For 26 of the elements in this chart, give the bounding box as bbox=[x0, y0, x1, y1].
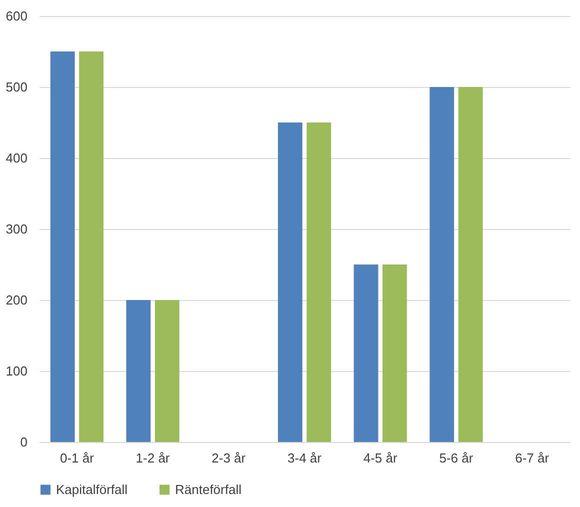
x-tick-label: 5-6 år bbox=[439, 450, 474, 466]
x-tick-label: 6-7 år bbox=[515, 450, 550, 466]
y-tick-label: 500 bbox=[6, 80, 28, 94]
x-tick-label: 4-5 år bbox=[363, 450, 398, 466]
x-tick-label: 2-3 år bbox=[212, 450, 246, 466]
legend-label: Ränteförfall bbox=[175, 482, 242, 497]
y-tick-label: 0 bbox=[20, 434, 28, 450]
bar bbox=[430, 87, 454, 442]
bar bbox=[306, 122, 332, 442]
x-tick-label: 1-2 år bbox=[136, 450, 170, 466]
y-tick-label: 400 bbox=[6, 150, 28, 166]
legend-label: Kapitalförfall bbox=[56, 482, 128, 497]
y-tick-label: 300 bbox=[6, 222, 28, 236]
y-tick-label: 600 bbox=[6, 8, 28, 24]
x-tick-label: 0-1 år bbox=[60, 450, 95, 466]
x-tick-label: 3-4 år bbox=[288, 450, 322, 466]
bar bbox=[382, 264, 407, 442]
bar bbox=[126, 300, 151, 442]
bar bbox=[354, 264, 378, 442]
bar bbox=[50, 52, 75, 442]
bar bbox=[458, 87, 483, 442]
bar bbox=[154, 300, 180, 442]
y-tick-label: 200 bbox=[6, 292, 28, 308]
y-tick-label: 100 bbox=[6, 364, 28, 378]
bar bbox=[79, 52, 104, 442]
bar bbox=[278, 122, 302, 442]
